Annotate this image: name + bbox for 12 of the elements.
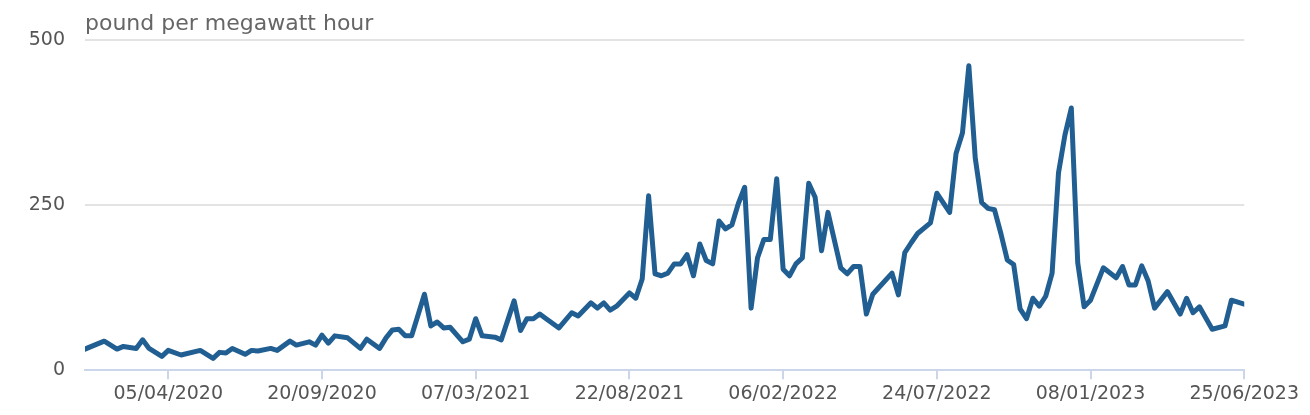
x-tick-label: 06/02/2022 bbox=[728, 380, 838, 403]
x-tick-label: 25/06/2023 bbox=[1189, 380, 1299, 403]
y-tick-label: 0 bbox=[52, 357, 65, 380]
y-axis-title: pound per megawatt hour bbox=[85, 10, 374, 35]
x-tick-label: 08/01/2023 bbox=[1035, 380, 1146, 403]
y-tick-label: 250 bbox=[28, 192, 65, 215]
x-tick-label: 05/04/2020 bbox=[113, 380, 224, 403]
x-tick-label: 24/07/2022 bbox=[882, 380, 992, 403]
x-tick-label: 22/08/2021 bbox=[574, 380, 685, 403]
x-tick-label: 20/09/2020 bbox=[267, 380, 377, 403]
y-tick-label: 500 bbox=[28, 26, 65, 49]
x-tick-label: 07/03/2021 bbox=[420, 380, 531, 403]
